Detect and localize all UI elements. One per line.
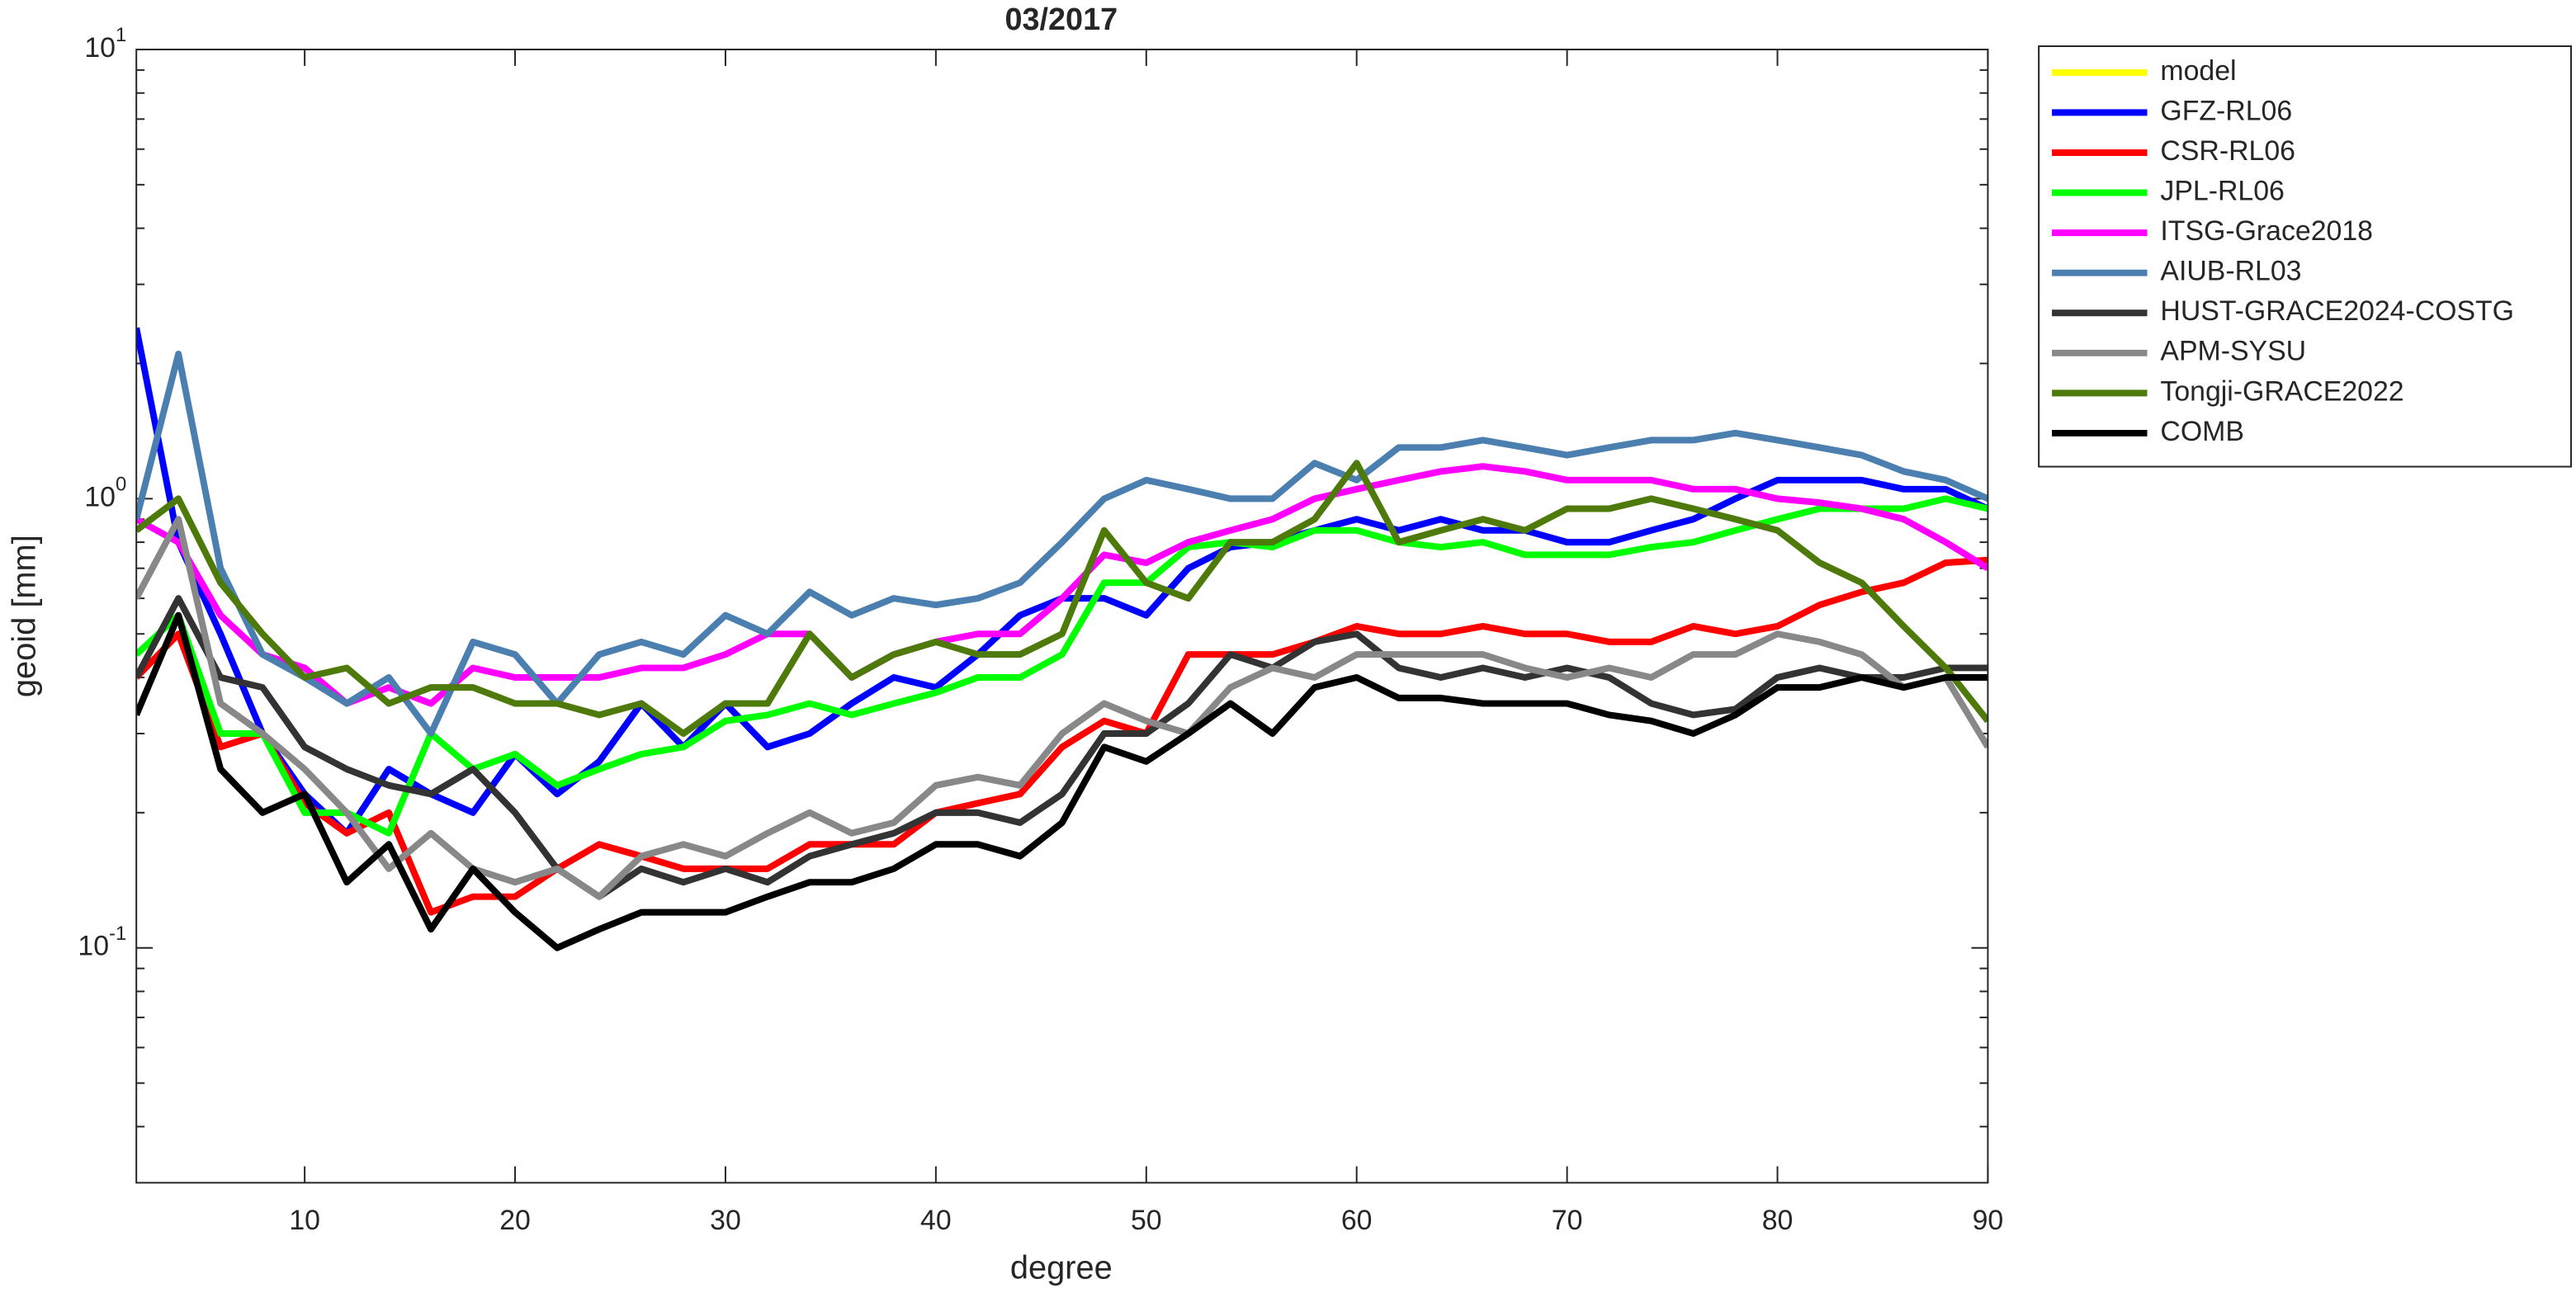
tick-base: 10 <box>84 481 116 512</box>
plot-frame <box>135 48 1989 1184</box>
y-axis-label: geoid [mm] <box>6 535 42 697</box>
legend-label: AIUB-RL03 <box>2160 256 2301 287</box>
legend-label: HUST-GRACE2024-COSTG <box>2160 295 2514 327</box>
x-axis-label: degree <box>1010 1249 1113 1286</box>
series-line <box>136 495 1988 837</box>
x-tick-label: 20 <box>499 1205 531 1236</box>
series-line <box>136 516 1988 900</box>
tick-exponent: 0 <box>116 474 126 496</box>
series-line <box>136 611 1988 951</box>
series-line <box>136 460 1988 737</box>
legend-box <box>2038 45 2573 468</box>
x-tick-label: 40 <box>920 1205 952 1236</box>
series-line <box>136 350 1988 737</box>
series-line <box>136 463 1988 707</box>
legend-label: ITSG-Grace2018 <box>2160 215 2373 247</box>
x-tick-label: 30 <box>710 1205 741 1236</box>
legend-label: Tongji-GRACE2022 <box>2160 375 2403 407</box>
x-tick-label: 70 <box>1552 1205 1583 1236</box>
tick-base: 10 <box>84 32 116 64</box>
tick-exponent: -1 <box>109 923 126 945</box>
legend-label: CSR-RL06 <box>2160 135 2295 167</box>
legend-label: GFZ-RL06 <box>2160 95 2292 126</box>
x-tick-label: 50 <box>1131 1205 1162 1236</box>
y-tick-label: 100 <box>84 474 126 513</box>
tick-exponent: 1 <box>116 24 126 46</box>
x-tick-label: 80 <box>1762 1205 1794 1236</box>
legend-label: APM-SYSU <box>2160 336 2306 367</box>
y-tick-label: 101 <box>84 24 126 64</box>
chart-title: 03/2017 <box>1004 2 1118 37</box>
x-tick-label: 10 <box>289 1205 320 1236</box>
series-line <box>136 595 1988 900</box>
y-tick-label: 10-1 <box>78 923 126 962</box>
legend-label: COMB <box>2160 416 2244 447</box>
tick-base: 10 <box>78 931 109 962</box>
legend-label: model <box>2160 55 2236 87</box>
legend-label: JPL-RL06 <box>2160 175 2284 206</box>
x-tick-label: 90 <box>1973 1205 2004 1236</box>
x-tick-label: 60 <box>1341 1205 1373 1236</box>
